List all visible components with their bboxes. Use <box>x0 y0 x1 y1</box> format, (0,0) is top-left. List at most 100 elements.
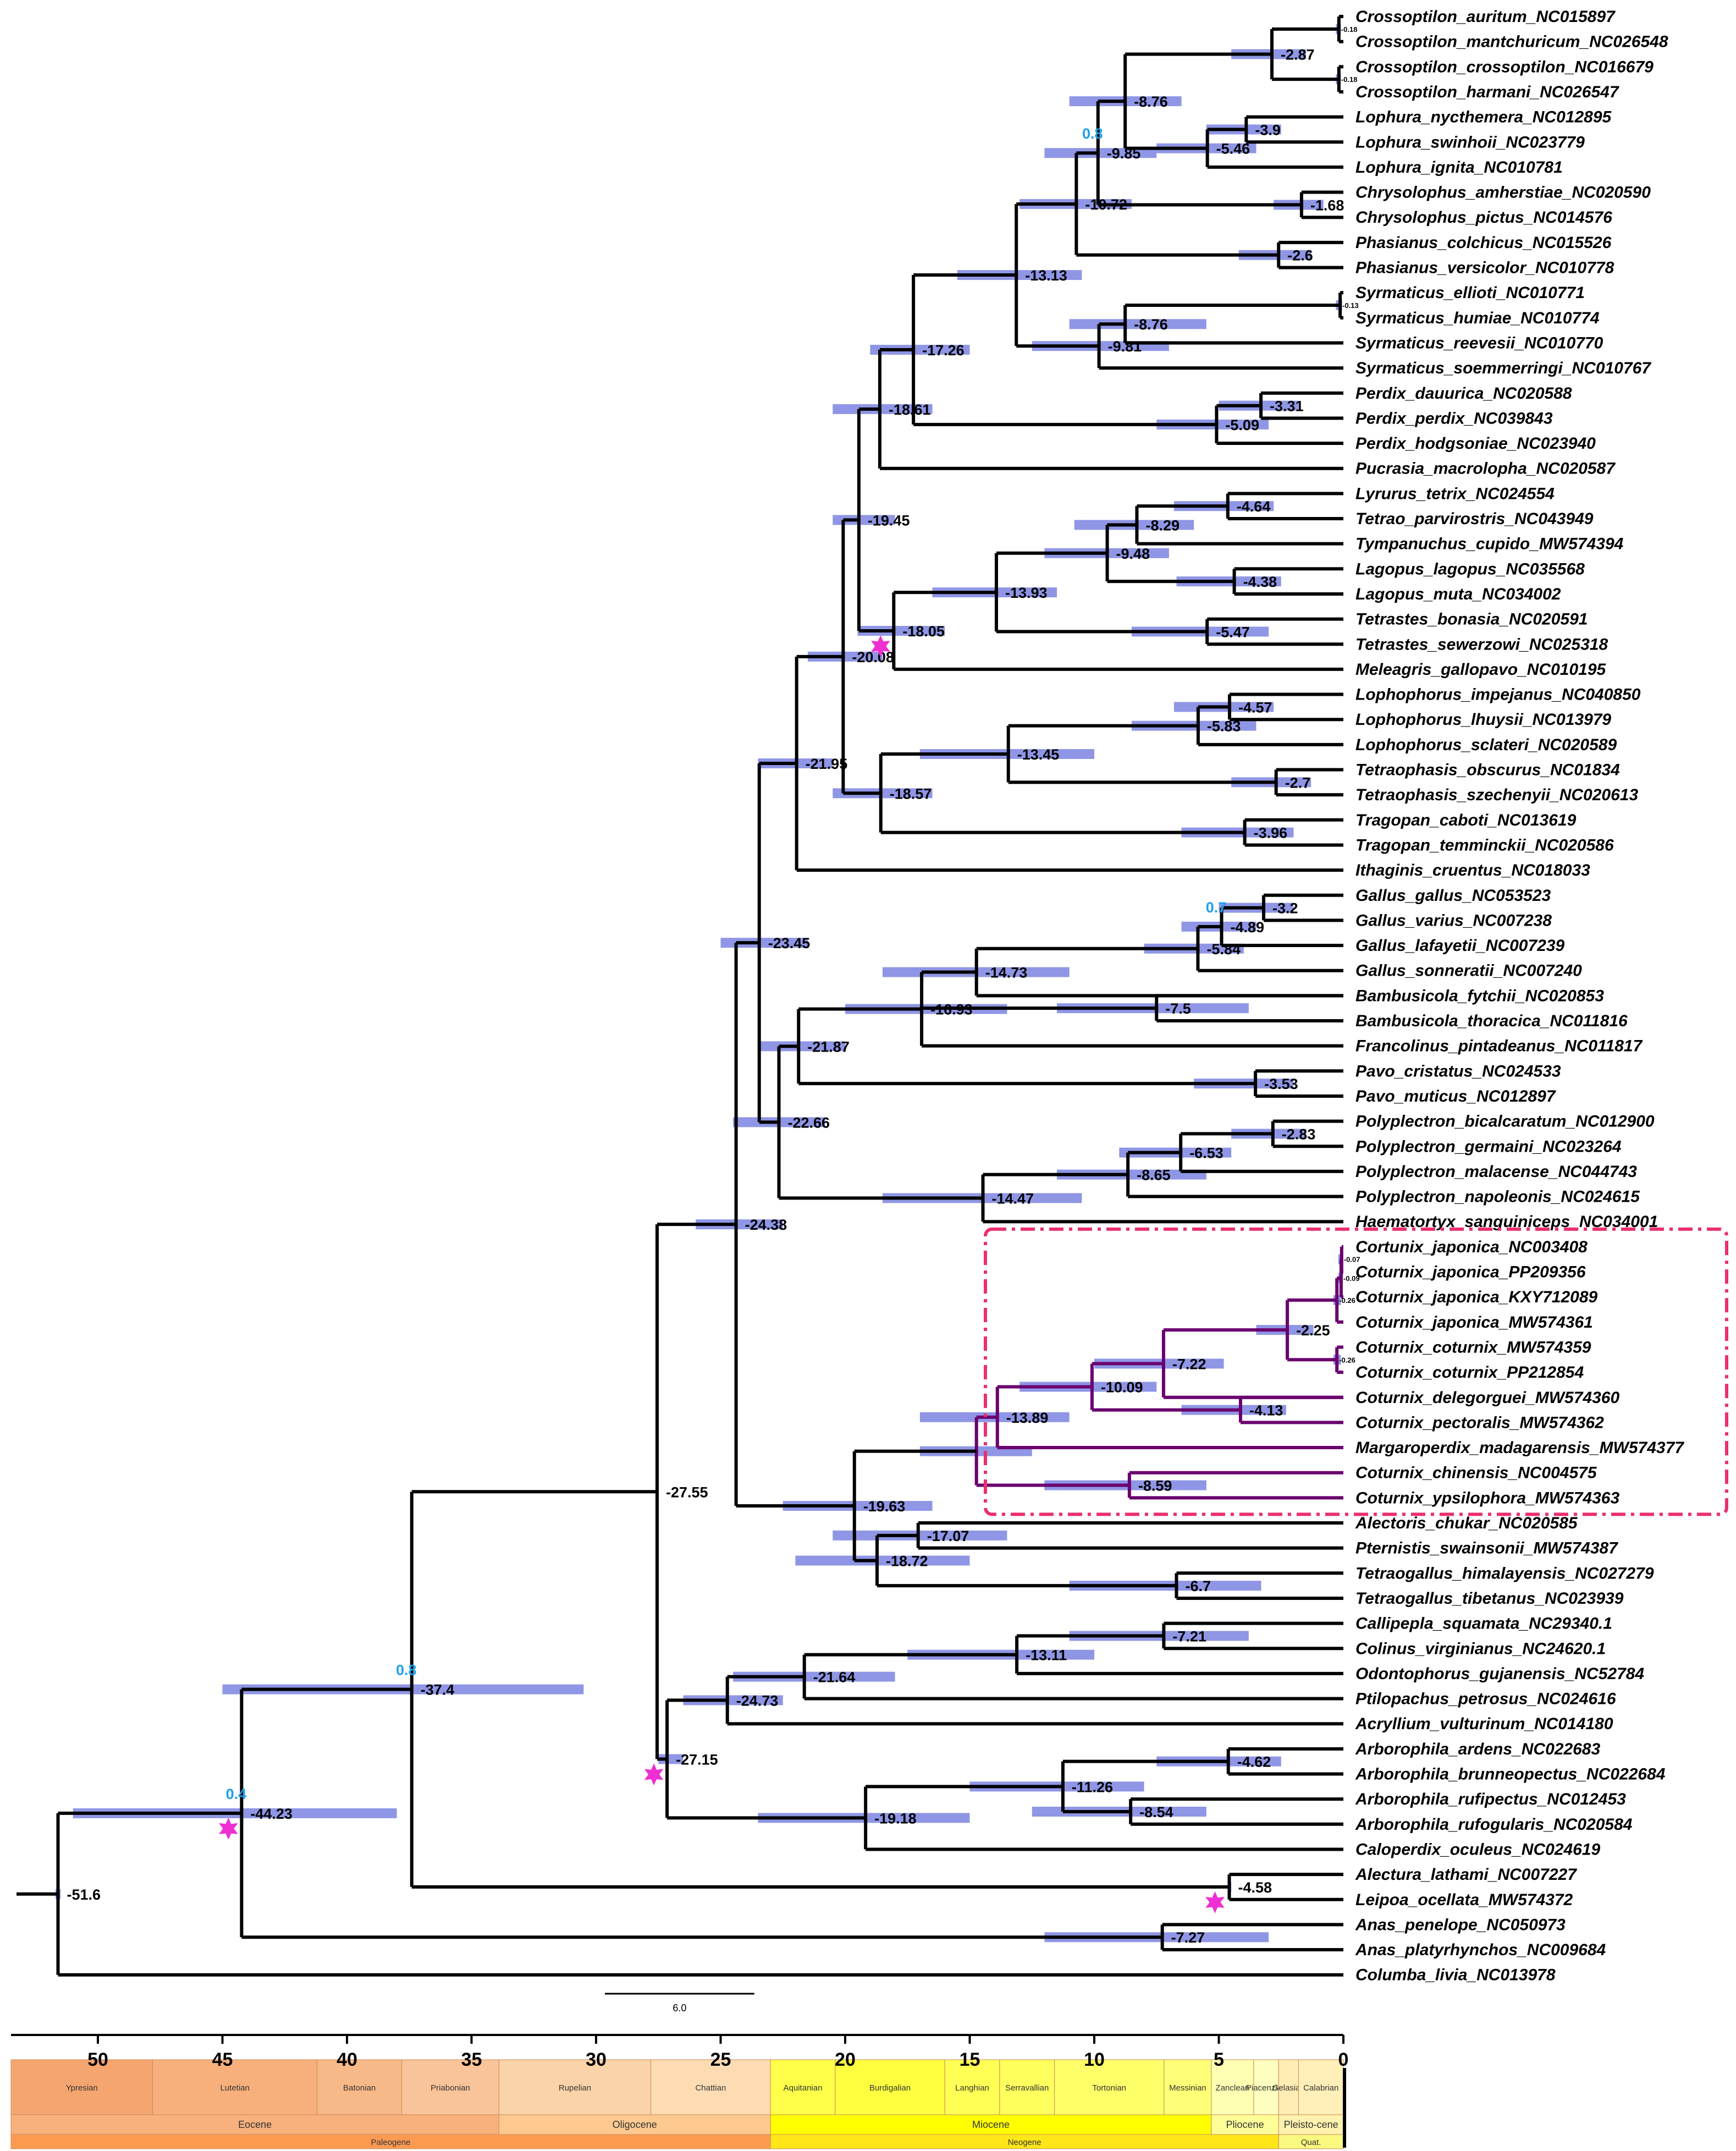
period-cell <box>770 2134 1279 2149</box>
node-age-n14: -13.13 <box>1025 267 1067 284</box>
tip-label: Phasianus_versicolor_NC010778 <box>1355 259 1614 277</box>
node-age-n38: -14.73 <box>985 965 1028 981</box>
period-label: Neogene <box>1008 2138 1041 2147</box>
tip-label: Coturnix_chinensis_NC004575 <box>1355 1464 1597 1482</box>
tip-label: Tragopan_temminckii_NC020586 <box>1355 836 1614 854</box>
tip-label: Odontophorus_gujanensis_NC52784 <box>1355 1665 1644 1683</box>
calibration-star-icon <box>219 1817 238 1840</box>
tip-label: Acryllium_vulturinum_NC014180 <box>1355 1715 1613 1733</box>
tip-label: Gallus_sonneratii_NC007240 <box>1355 962 1582 980</box>
stage-cell <box>1278 2059 1299 2115</box>
node-age-n16: -5.09 <box>1225 417 1259 433</box>
stage-label: Zanclean <box>1216 2083 1250 2093</box>
tip-label: Perdix_perdix_NC039843 <box>1355 409 1553 427</box>
stage-label: Aquitanian <box>784 2083 823 2093</box>
hpd-bar-n73 <box>658 1754 684 1764</box>
stage-cell <box>401 2059 499 2115</box>
node-age-n18: -18.61 <box>889 401 931 418</box>
node-age-n5: -5.46 <box>1216 141 1250 157</box>
node-age-n55: -4.13 <box>1249 1402 1283 1419</box>
node-age-n52: -0.26 <box>1339 1356 1355 1364</box>
stage-label: Piacenzian <box>1246 2083 1286 2093</box>
node-age-n46: -14.47 <box>992 1190 1034 1207</box>
tip-label: Caloperdix_oculeus_NC024619 <box>1355 1840 1601 1858</box>
tip-label: Coturnix_coturnix_PP212854 <box>1355 1363 1584 1382</box>
hpd-bar-n67 <box>733 1671 895 1682</box>
hpd-bars <box>55 24 1343 1943</box>
stage-label: Messinian <box>1169 2083 1206 2093</box>
node-age-n66: -13.11 <box>1026 1647 1067 1664</box>
node-age-n51: -0.26 <box>1339 1296 1355 1305</box>
support-value-n78: 0.4 <box>226 1786 247 1802</box>
stage-label: Langhian <box>955 2083 989 2093</box>
node-age-n25: -18.05 <box>902 623 945 640</box>
tip-label: Polyplectron_germaini_NC023264 <box>1355 1137 1622 1156</box>
node-age-n78: -44.23 <box>250 1806 293 1822</box>
node-age-n58: -8.59 <box>1138 1478 1172 1494</box>
node-age-n32: -18.57 <box>890 785 932 802</box>
tip-label: Arborophila_rufipectus_NC012453 <box>1355 1790 1626 1808</box>
hpd-bar-n32 <box>833 788 933 799</box>
tip-label: Lophophorus_sclateri_NC020589 <box>1355 736 1617 754</box>
tip-label: Coturnix_coturnix_MW574359 <box>1355 1338 1591 1356</box>
node-age-n64: -24.38 <box>745 1217 787 1233</box>
tip-label: Tetrastes_sewerzowi_NC025318 <box>1355 635 1608 653</box>
tip-label: Lophura_nycthemera_NC012895 <box>1355 108 1612 126</box>
tip-label: Bambusicola_fytchii_NC020853 <box>1355 987 1604 1005</box>
epoch-label: Pleisto-cene <box>1284 2119 1338 2130</box>
tree-branches <box>16 15 1343 1977</box>
tip-label: Tetraophasis_szechenyii_NC020613 <box>1355 786 1638 804</box>
tip-label: Tetraophasis_obscurus_NC01834 <box>1355 761 1620 779</box>
tip-label: Lyrurus_tetrix_NC024554 <box>1355 485 1555 503</box>
node-age-n29: -2.7 <box>1285 774 1311 791</box>
hpd-bar-n33 <box>808 651 883 662</box>
tip-label: Syrmaticus_humiae_NC010774 <box>1355 309 1600 327</box>
tip-label: Crossoptilon_mantchuricum_NC026548 <box>1355 33 1668 51</box>
node-age-n2: -0.18 <box>1341 75 1358 84</box>
tip-label: Pavo_cristatus_NC024533 <box>1355 1062 1561 1080</box>
axis-tick-label: 45 <box>212 2049 233 2070</box>
axis-tick-label: 0 <box>1338 2049 1349 2070</box>
calibration-star-icon <box>1205 1891 1225 1913</box>
tip-label: Tympanuchus_cupido_MW574394 <box>1355 535 1624 553</box>
tip-label: Coturnix_japonica_PP209356 <box>1355 1263 1586 1281</box>
node-age-n77: -7.27 <box>1171 1929 1205 1946</box>
stage-cell <box>1298 2059 1344 2115</box>
node-age-n62: -18.72 <box>886 1553 928 1569</box>
node-age-n69: -4.62 <box>1237 1754 1271 1770</box>
node-age-n73: -27.15 <box>676 1751 718 1768</box>
node-age-n4: -3.9 <box>1255 122 1281 138</box>
scale-bar-label: 6.0 <box>673 2003 686 2014</box>
tip-label: Chrysolophus_amherstiae_NC020590 <box>1355 184 1651 202</box>
tip-label: Lophophorus_impejanus_NC040850 <box>1355 686 1641 704</box>
stage-label: Chattian <box>695 2083 726 2093</box>
axis-tick-label: 15 <box>960 2049 980 2070</box>
node-age-n3: -2.87 <box>1281 46 1315 63</box>
axis-tick-label: 30 <box>586 2049 607 2070</box>
calibration-star-icon <box>871 635 890 657</box>
stage-cell <box>1164 2059 1212 2115</box>
period-cell <box>10 2134 771 2149</box>
hpd-bar-n64 <box>696 1219 783 1230</box>
tip-label: Gallus_varius_NC007238 <box>1355 911 1552 929</box>
node-age-n54: -7.22 <box>1172 1356 1206 1372</box>
node-age-n22: -9.48 <box>1116 546 1150 562</box>
tip-label: Coturnix_delegorguei_MW574360 <box>1355 1389 1619 1407</box>
node-age-n53: -2.25 <box>1296 1322 1330 1339</box>
tip-label: Polyplectron_malacense_NC044743 <box>1355 1163 1637 1181</box>
hpd-bar-n45 <box>1057 1169 1206 1180</box>
tip-label: Tetrao_parvirostris_NC043949 <box>1355 510 1594 528</box>
hpd-bar-n63 <box>782 1501 933 1511</box>
tip-label: Pucrasia_macrolopha_NC020587 <box>1355 460 1616 478</box>
tip-label: Anas_penelope_NC050973 <box>1355 1916 1566 1934</box>
tip-label: Bambusicola_thoracica_NC011816 <box>1355 1012 1628 1030</box>
stage-cell <box>498 2059 652 2115</box>
node-age-n70: -8.54 <box>1139 1804 1173 1820</box>
tip-label: Margaroperdix_madagarensis_MW574377 <box>1355 1439 1684 1457</box>
node-age-n7: -1.68 <box>1310 197 1344 213</box>
tip-label: Chrysolophus_pictus_NC014576 <box>1355 208 1612 227</box>
axis-tick-label: 35 <box>461 2049 482 2070</box>
tip-label: Gallus_gallus_NC053523 <box>1355 887 1551 905</box>
node-age-n49: -0.07 <box>1344 1256 1360 1264</box>
